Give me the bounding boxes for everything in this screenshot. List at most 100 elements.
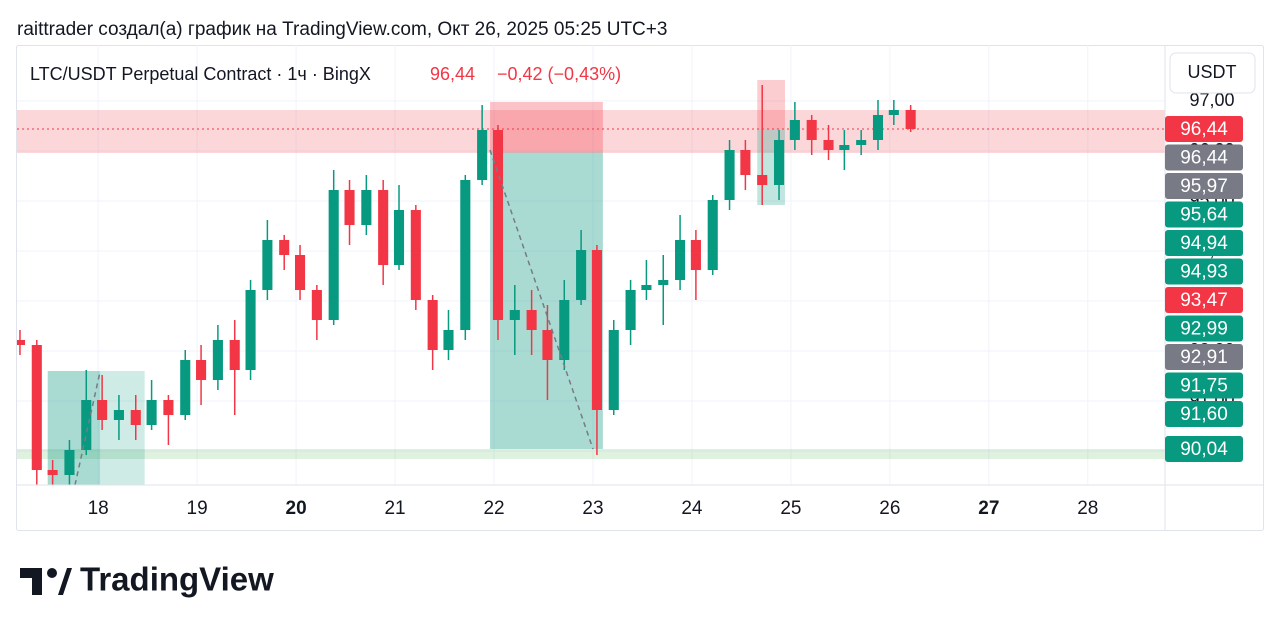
candle-body xyxy=(279,240,290,255)
x-tick-label: 27 xyxy=(978,498,999,519)
chart-frame xyxy=(16,45,1264,531)
price-label: 90,04 xyxy=(1180,439,1228,460)
candle-body xyxy=(740,150,751,175)
price-label-box xyxy=(1165,201,1243,228)
candle-body xyxy=(542,330,553,360)
candle-body xyxy=(245,290,256,370)
price-label-box xyxy=(1165,401,1243,427)
zone xyxy=(490,102,603,153)
candle-body xyxy=(113,410,124,420)
symbol: LTC/USDT Perpetual Contract · 1ч · BingX xyxy=(30,64,371,84)
candle-body xyxy=(526,310,537,330)
price-label-box xyxy=(1165,315,1243,342)
candle-body xyxy=(427,300,438,350)
trade-path xyxy=(74,371,101,486)
candle-body xyxy=(344,190,355,225)
zone xyxy=(490,152,603,449)
candle-body xyxy=(311,290,322,320)
price-label-box xyxy=(1165,144,1243,171)
candle-body xyxy=(130,410,141,425)
price-label: 96,44 xyxy=(1180,119,1228,140)
candle-body xyxy=(608,330,619,410)
candle-body xyxy=(163,400,174,415)
trade-path xyxy=(489,149,594,450)
x-tick-label: 28 xyxy=(1077,498,1098,519)
candle-body xyxy=(806,120,817,140)
axes: 90,0091,0092,0093,0094,0095,0096,0097,00… xyxy=(17,45,1263,530)
price-label: 91,75 xyxy=(1180,376,1228,397)
candle-body xyxy=(576,250,587,300)
x-tick-label: 18 xyxy=(88,498,109,519)
candle-body xyxy=(47,470,58,475)
candle-body xyxy=(509,310,520,320)
price-label-box xyxy=(1165,116,1243,142)
candle-body xyxy=(690,240,701,270)
candle-body xyxy=(492,130,504,320)
candle-body xyxy=(905,110,916,129)
x-tick-label: 21 xyxy=(384,498,405,519)
candle-body xyxy=(31,345,42,470)
candle-body xyxy=(872,115,884,140)
plot-area xyxy=(17,45,1165,485)
price-label-box xyxy=(1165,287,1243,313)
price-label: 94,94 xyxy=(1180,233,1228,254)
candle-body xyxy=(196,360,207,380)
zone xyxy=(100,371,145,485)
currency[interactable]: USDT xyxy=(1188,62,1237,82)
candle-body xyxy=(64,450,75,475)
price-label: 92,91 xyxy=(1180,347,1228,368)
price-label: 94,93 xyxy=(1180,262,1228,283)
candle-body xyxy=(180,360,191,415)
candle-body xyxy=(789,120,800,140)
brand: TradingView xyxy=(80,561,274,598)
price-label-box xyxy=(1165,230,1243,256)
candle-body xyxy=(393,210,405,265)
candle-body xyxy=(675,240,686,280)
currency-button[interactable] xyxy=(1169,52,1256,94)
x-tick-label: 25 xyxy=(780,498,801,519)
candle-body xyxy=(97,400,108,420)
caption: raittrader создал(а) график на TradingVi… xyxy=(17,19,667,40)
candle-body xyxy=(707,200,718,270)
candle-body xyxy=(146,400,157,425)
candle-body xyxy=(823,140,834,150)
price-label: 92,99 xyxy=(1180,319,1228,340)
zone xyxy=(757,80,785,130)
zone xyxy=(17,110,1165,153)
x-tick-label: 20 xyxy=(286,498,307,519)
candle-body xyxy=(81,400,92,450)
x-tick-label: 23 xyxy=(582,498,603,519)
price-label: 96,44 xyxy=(1180,148,1228,169)
candle-body xyxy=(294,255,306,290)
price-label-box xyxy=(1165,258,1243,285)
candle-body xyxy=(361,190,372,225)
candle-body xyxy=(839,145,850,150)
candle-body xyxy=(410,210,421,300)
candle-body xyxy=(460,180,471,330)
x-tick-label: 24 xyxy=(681,498,703,519)
y-tick-label: 97,00 xyxy=(1189,90,1234,110)
price-label-box xyxy=(1165,344,1243,370)
candle-body xyxy=(17,340,26,345)
x-tick-label: 19 xyxy=(187,498,208,519)
candle-body xyxy=(856,140,867,145)
candle-body xyxy=(724,150,735,200)
candle-body xyxy=(262,240,273,290)
candle-body xyxy=(641,285,652,290)
candle-body xyxy=(591,250,602,410)
x-tick-label: 22 xyxy=(483,498,504,519)
price-label: 93,47 xyxy=(1180,290,1228,311)
candle-body xyxy=(658,280,669,285)
candle-body xyxy=(212,340,223,380)
candle-body xyxy=(888,110,899,115)
candle-body xyxy=(378,190,389,265)
price-change: −0,42 (−0,43%) xyxy=(497,64,621,84)
candle-body xyxy=(328,190,339,320)
price-label-box xyxy=(1165,173,1243,199)
candle-body xyxy=(773,140,785,185)
candle-body xyxy=(559,300,570,360)
last-price: 96,44 xyxy=(430,64,475,84)
price-label: 95,64 xyxy=(1180,205,1228,226)
zone xyxy=(17,449,1165,459)
